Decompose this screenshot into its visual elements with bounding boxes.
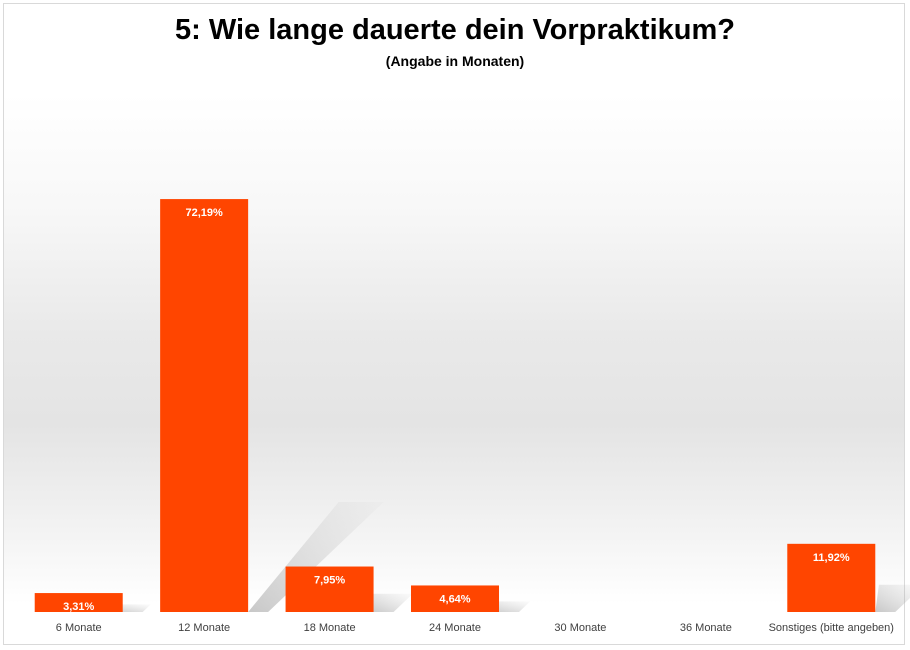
tick-label: 24 Monate xyxy=(429,622,481,634)
tick-label: 30 Monate xyxy=(554,622,606,634)
bar xyxy=(34,593,123,612)
bar-shadow xyxy=(875,584,910,612)
chart-area xyxy=(3,3,905,645)
bar xyxy=(411,585,499,612)
bar xyxy=(160,199,249,613)
bars xyxy=(34,199,876,613)
chart-title: 5: Wie lange dauerte dein Vorpraktikum? xyxy=(175,14,735,46)
data-label: 72,19% xyxy=(185,207,223,219)
x-axis-ticks: 6 Monate 12 Monate 18 Monate 24 Monate 30 Mo… xyxy=(56,622,894,634)
tick-label: Sonstiges (bitte angeben) xyxy=(769,622,894,634)
data-label: 3,31% xyxy=(63,601,94,613)
bar xyxy=(787,543,876,612)
data-label: 7,95% xyxy=(314,575,345,587)
bar-shadow xyxy=(248,502,384,612)
data-label: 11,92% xyxy=(813,552,850,564)
tick-label: 36 Monate xyxy=(680,622,732,634)
tick-label: 12 Monate xyxy=(178,622,230,634)
bar-shadow xyxy=(367,593,413,612)
data-labels: 3,31% 72,19% 7,95% 4,64% 11,92% xyxy=(63,207,850,613)
tick-label: 6 Monate xyxy=(56,622,102,634)
bar xyxy=(285,566,374,612)
chart-subtitle: (Angabe in Monaten) xyxy=(385,53,525,69)
tick-label: 18 Monate xyxy=(304,622,356,634)
data-label: 4,64% xyxy=(439,593,470,605)
